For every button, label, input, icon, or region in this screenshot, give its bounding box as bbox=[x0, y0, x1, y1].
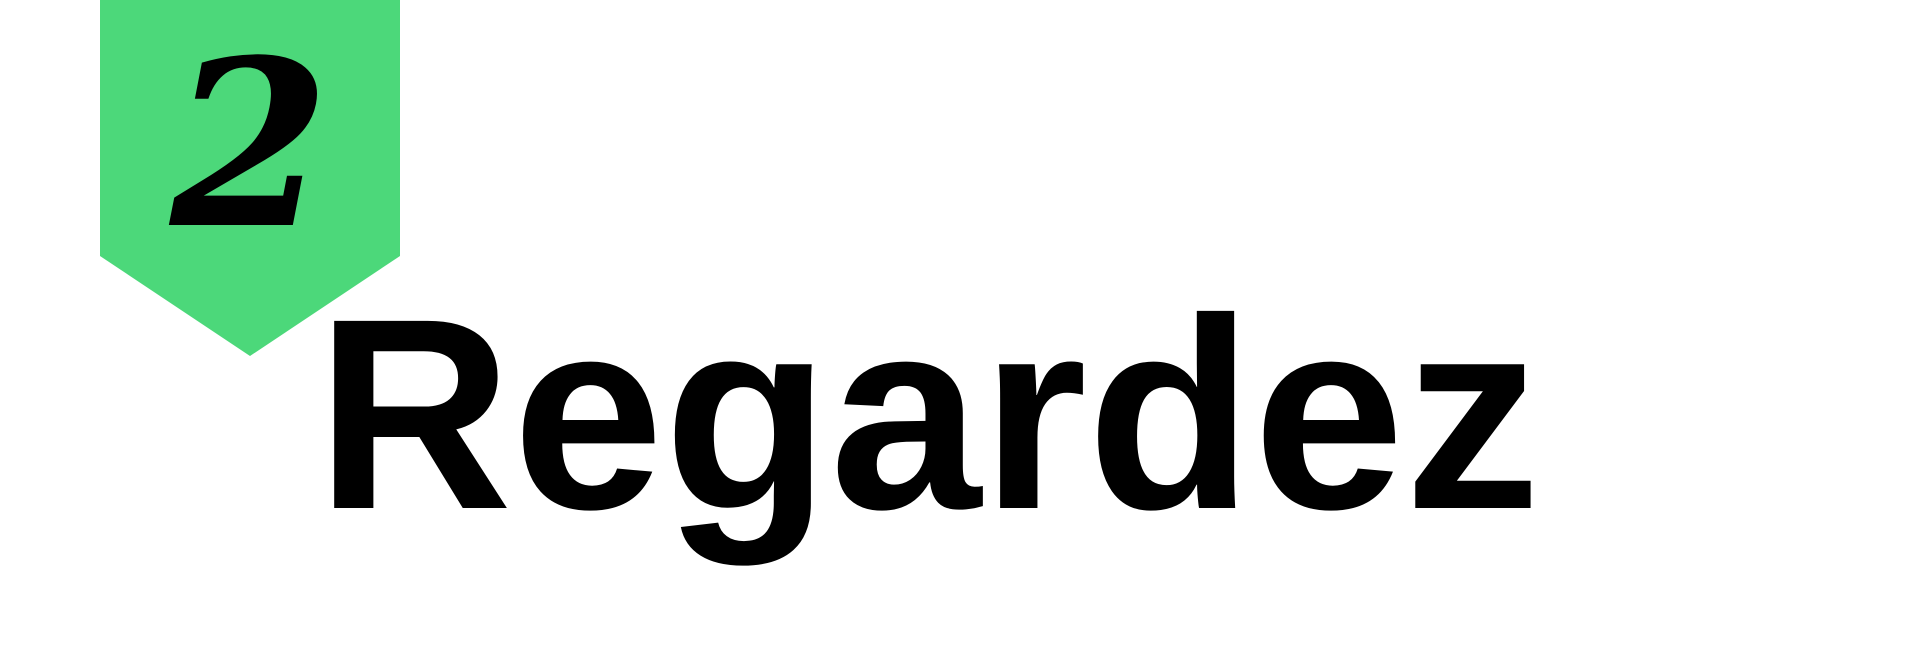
step-number-badge: 2 bbox=[100, 0, 400, 356]
main-word: Regardez bbox=[316, 262, 1541, 566]
badge-shape bbox=[100, 0, 400, 356]
step-number: 2 bbox=[169, 10, 331, 280]
